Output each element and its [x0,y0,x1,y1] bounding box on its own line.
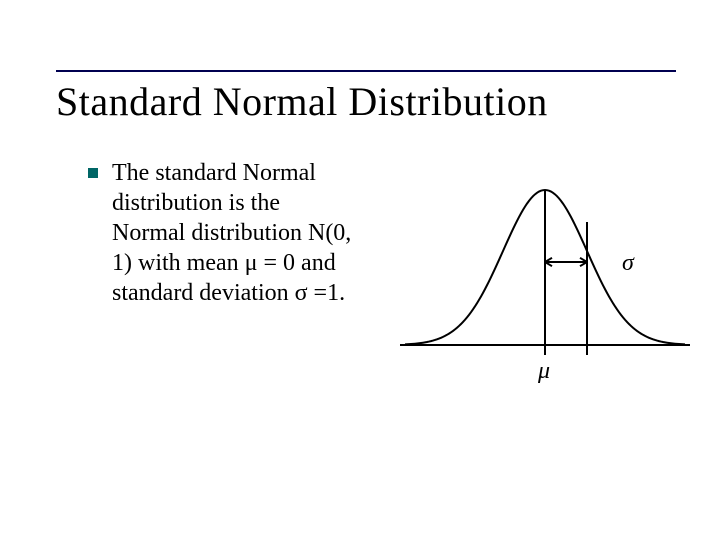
sigma-label: σ [622,250,635,276]
bullet-text: The standard Normal distribution is the … [112,158,358,308]
mu-label: μ [537,358,550,384]
sigma-arrow [545,258,587,266]
slide-title: Standard Normal Distribution [56,78,548,125]
slide: Standard Normal Distribution The standar… [0,0,720,540]
bullet-item: The standard Normal distribution is the … [88,158,358,308]
bullet-square-icon [88,168,98,178]
normal-curve-figure: μ σ [400,160,690,390]
title-rule [56,70,676,72]
